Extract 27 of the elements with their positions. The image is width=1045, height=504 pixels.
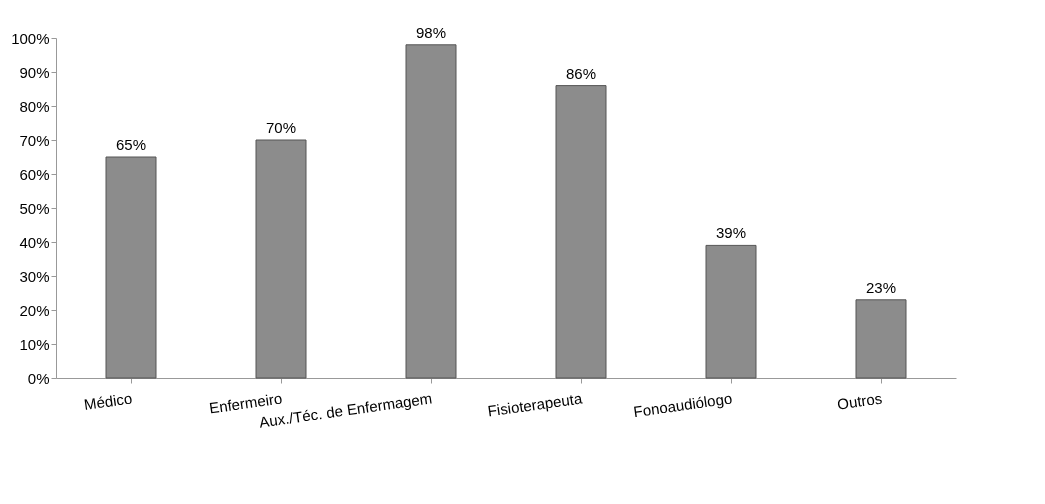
y-tick-label: 40% <box>19 233 50 251</box>
y-tick-label: 80% <box>19 97 50 115</box>
bar <box>855 299 907 379</box>
y-tick-label: 50% <box>19 199 50 217</box>
bar <box>555 85 607 379</box>
y-tick-label: 90% <box>19 63 50 81</box>
y-tick-label: 10% <box>19 335 50 353</box>
data-label: 98% <box>415 23 447 41</box>
y-tick-label: 70% <box>19 131 50 149</box>
y-tick-label: 30% <box>19 267 50 285</box>
y-tick-label: 60% <box>19 165 50 183</box>
data-label: 65% <box>115 136 147 153</box>
x-tick-label: Outros <box>836 389 884 413</box>
bar <box>255 139 307 379</box>
bar <box>405 44 457 379</box>
y-tick-label: 0% <box>27 369 50 387</box>
x-tick-label: Fisioterapeuta <box>486 389 584 420</box>
y-tick-label: 20% <box>19 301 50 319</box>
data-label: 23% <box>865 278 897 296</box>
x-tick-label: Fonoaudiólogo <box>632 389 734 421</box>
data-label: 70% <box>265 119 297 136</box>
bar <box>105 156 157 379</box>
bar <box>705 244 757 379</box>
data-label: 86% <box>565 64 597 82</box>
y-tick-label: 100% <box>11 29 50 47</box>
data-label: 39% <box>715 224 747 242</box>
x-tick-label: Médico <box>82 389 134 414</box>
